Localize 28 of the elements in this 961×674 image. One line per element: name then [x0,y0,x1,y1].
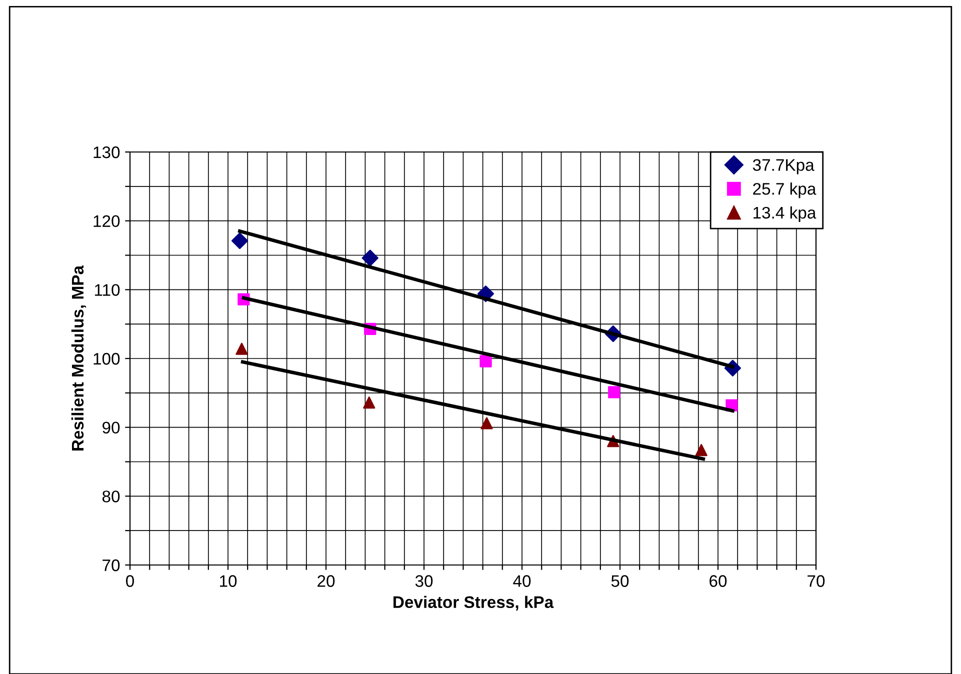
y-tick-label: 100 [94,352,120,365]
y-tick-label: 110 [94,284,120,296]
point [363,396,376,409]
y-tick-label: 130 [94,146,120,158]
point [236,342,248,355]
x-tick-label: 20 [318,575,335,587]
point [231,232,248,250]
point [362,250,378,266]
x-tick-label: 40 [513,575,531,587]
y-tick-label: 90 [102,422,120,434]
y-axis-title: Resilient Modulus, MPa [71,265,86,450]
y-tick-label: 70 [102,559,120,572]
point [480,355,492,368]
x-tick-label: 10 [220,575,237,587]
x-tick-label: 30 [415,575,433,587]
point [480,417,493,430]
x-tick-label: 0 [126,575,134,587]
point [608,386,620,398]
legend-label: 37.7Kpa [752,159,814,174]
x-tick-label: 70 [808,575,825,587]
y-tick-label: 120 [94,215,120,228]
point [695,444,708,456]
legend-label: 13.4 kpa [754,206,816,222]
y-tick-label: 80 [102,490,120,502]
x-axis-title: Deviator Stress, kPa [394,596,554,610]
x-tick-label: 50 [611,575,629,587]
x-tick-label: 60 [710,575,727,587]
legend-label: 25.7 kpa [753,182,816,198]
